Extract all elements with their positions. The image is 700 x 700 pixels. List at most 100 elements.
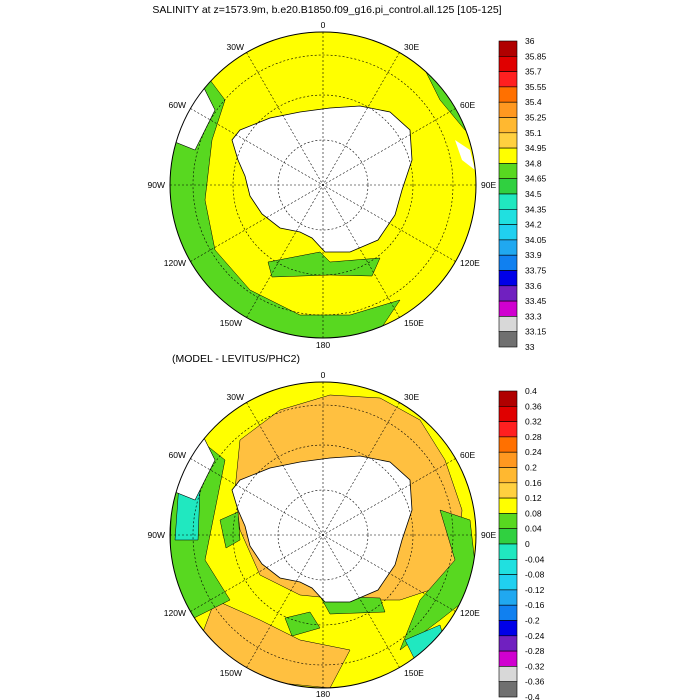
top-lon-label: 120W [164, 258, 186, 268]
colorbar-tick-label: 0.28 [525, 432, 542, 442]
colorbar-swatch [498, 254, 518, 271]
colorbar-swatch [498, 436, 518, 453]
colorbar-swatch [498, 390, 518, 407]
bottom-negative-patch [284, 611, 321, 637]
top-panel-title: SALINITY at z=1573.9m, b.e20.B1850.f09_g… [152, 4, 501, 16]
colorbar-swatch [498, 513, 518, 530]
top-kerguelen [455, 140, 475, 170]
colorbar-tick-label: -0.28 [525, 646, 545, 656]
bottom-antarctica [231, 455, 413, 603]
colorbar-tick-label: -0.36 [525, 677, 545, 687]
colorbar-swatch [498, 178, 518, 195]
colorbar-tick-label: -0.04 [525, 554, 545, 564]
colorbar-tick-label: 34.95 [525, 143, 547, 153]
top-lon-label: 90E [481, 180, 496, 190]
colorbar-swatch [498, 163, 518, 179]
colorbar-swatch [498, 543, 518, 560]
colorbar-swatch [498, 650, 518, 667]
colorbar-tick-label: 0.32 [525, 417, 542, 427]
colorbar-swatch [498, 316, 518, 332]
colorbar-tick-label: 33.75 [525, 266, 547, 276]
colorbar-tick-label: 33 [525, 342, 535, 352]
bottom-map [170, 382, 476, 688]
top-panel: SALINITY at z=1573.9m, b.e20.B1850.f09_g… [148, 4, 547, 352]
top-colorbar: 36 35.85 35.7 35.55 35.4 35.25 35.1 34.95 34.8 34… [498, 36, 547, 352]
colorbar-swatch [498, 482, 518, 499]
top-lon-label: 0 [321, 20, 326, 30]
colorbar-swatch [498, 589, 518, 606]
colorbar-swatch [498, 147, 518, 164]
colorbar-swatch [498, 620, 518, 637]
top-lon-label: 30E [404, 42, 419, 52]
colorbar-swatch [498, 132, 518, 149]
colorbar-swatch [498, 635, 518, 652]
colorbar-swatch [498, 300, 518, 317]
top-graticule [170, 32, 476, 338]
colorbar-tick-label: 36 [525, 36, 535, 46]
colorbar-tick-label: 0.4 [525, 386, 537, 396]
colorbar-tick-label: 35.55 [525, 82, 547, 92]
colorbar-swatch [498, 86, 518, 103]
colorbar-swatch [498, 467, 518, 484]
bottom-lon-label: 90E [481, 530, 496, 540]
colorbar-tick-label: 35.1 [525, 128, 542, 138]
colorbar-swatch [498, 270, 518, 287]
colorbar-tick-label: 35.7 [525, 67, 542, 77]
colorbar-swatch [498, 209, 518, 225]
colorbar-tick-label: 34.05 [525, 235, 547, 245]
colorbar-tick-label: 0.12 [525, 493, 542, 503]
bottom-negative-patch [219, 511, 241, 549]
colorbar-swatch [498, 405, 518, 422]
colorbar-swatch [498, 666, 518, 683]
colorbar-tick-label: 0.16 [525, 478, 542, 488]
colorbar-tick-label: -0.32 [525, 661, 545, 671]
colorbar-tick-label: 0.04 [525, 524, 542, 534]
colorbar-swatch [498, 574, 518, 591]
colorbar-swatch [498, 40, 518, 57]
colorbar-swatch [498, 331, 518, 348]
top-lon-label: 180 [316, 340, 330, 350]
colorbar-tick-label: -0.08 [525, 570, 545, 580]
bottom-lon-label: 60E [460, 450, 475, 460]
colorbar-tick-label: 35.4 [525, 97, 542, 107]
bottom-lon-label: 30W [227, 392, 244, 402]
colorbar-swatch [498, 558, 518, 575]
bottom-lon-label: 150W [220, 668, 242, 678]
bottom-lon-label: 120W [164, 608, 186, 618]
bottom-lon-labels: 0 30E 60E 90E 120E 150E 180 150W 120W 90… [148, 370, 497, 699]
bottom-panel-title: (MODEL - LEVITUS/PHC2) [172, 353, 300, 365]
colorbar-tick-label: 33.9 [525, 250, 542, 260]
colorbar-tick-label: 0.36 [525, 401, 542, 411]
bottom-lon-label: 0 [321, 370, 326, 380]
colorbar-swatch [498, 71, 518, 88]
bottom-lon-label: 30E [404, 392, 419, 402]
colorbar-swatch [498, 193, 518, 210]
colorbar-tick-label: 35.85 [525, 51, 547, 61]
colorbar-tick-label: -0.4 [525, 692, 540, 700]
colorbar-swatch [498, 528, 518, 545]
bottom-lon-label: 150E [404, 668, 424, 678]
top-lon-label: 60E [460, 100, 475, 110]
colorbar-swatch [498, 681, 518, 698]
colorbar-tick-label: -0.12 [525, 585, 545, 595]
top-lon-label: 150E [404, 318, 424, 328]
bottom-lon-label: 120E [460, 608, 480, 618]
colorbar-tick-label: 33.15 [525, 327, 547, 337]
colorbar-swatch [498, 117, 518, 134]
colorbar-tick-label: 0.24 [525, 447, 542, 457]
top-lon-label: 150W [220, 318, 242, 328]
colorbar-tick-label: 34.35 [525, 204, 547, 214]
colorbar-tick-label: -0.16 [525, 600, 545, 610]
top-lon-labels: 0 30E 60E 90E 120E 150E 180 150W 120W 90… [148, 20, 497, 350]
colorbar-tick-label: 0.2 [525, 463, 537, 473]
bottom-map-border [169, 381, 477, 689]
colorbar-tick-label: -0.24 [525, 631, 545, 641]
colorbar-tick-label: 34.2 [525, 220, 542, 230]
bottom-lon-label: 60W [169, 450, 186, 460]
bottom-graticule [170, 382, 476, 688]
colorbar-tick-label: 0 [525, 539, 530, 549]
colorbar-tick-label: 33.45 [525, 296, 547, 306]
colorbar-swatch [498, 239, 518, 256]
colorbar-tick-label: 33.3 [525, 311, 542, 321]
